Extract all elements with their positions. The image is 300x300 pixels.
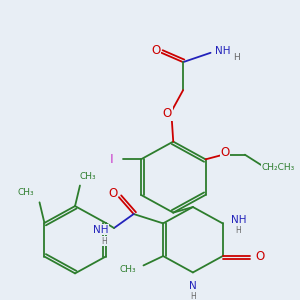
Text: I: I bbox=[110, 153, 113, 166]
Text: H: H bbox=[233, 53, 239, 62]
Text: H: H bbox=[236, 226, 241, 236]
Text: NH: NH bbox=[231, 214, 246, 225]
Text: H: H bbox=[190, 292, 196, 300]
Text: CH₃: CH₃ bbox=[119, 265, 136, 274]
Text: O: O bbox=[151, 44, 160, 57]
Text: O: O bbox=[255, 250, 265, 262]
Text: O: O bbox=[108, 187, 118, 200]
Text: NH: NH bbox=[92, 225, 108, 235]
Text: N: N bbox=[189, 281, 197, 292]
Text: CH₃: CH₃ bbox=[80, 172, 96, 181]
Text: H: H bbox=[101, 237, 107, 246]
Text: O: O bbox=[220, 146, 230, 159]
Text: NH: NH bbox=[214, 46, 230, 56]
Text: CH₃: CH₃ bbox=[17, 188, 34, 197]
Text: CH₂CH₃: CH₂CH₃ bbox=[262, 163, 295, 172]
Text: O: O bbox=[163, 107, 172, 120]
